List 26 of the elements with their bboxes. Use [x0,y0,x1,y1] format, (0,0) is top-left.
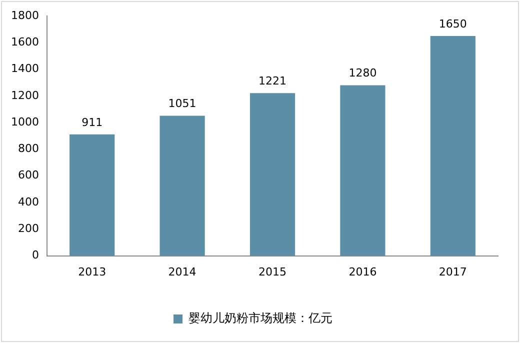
x-tick-label: 2014 [168,265,196,278]
y-tick-label: 200 [18,222,39,236]
y-tick-label: 600 [18,168,39,182]
bar [430,36,476,256]
bar [160,116,205,256]
bar [70,134,115,256]
data-label: 911 [82,116,103,129]
bar [340,85,386,256]
data-label: 1280 [348,66,377,80]
y-tick-label: 1400 [10,62,39,76]
bar [250,93,296,256]
y-tick-label: 1000 [10,115,39,128]
x-tick-label: 2015 [258,265,286,278]
legend-label: 婴幼儿奶粉市场规模：亿元 [188,311,332,326]
y-tick-label: 1200 [10,88,39,102]
y-tick-label: 0 [32,248,39,262]
y-tick-label: 1600 [10,36,39,49]
data-label: 1051 [168,97,196,110]
y-tick-label: 1800 [10,8,39,22]
y-tick-label: 400 [18,195,39,208]
x-tick-label: 2016 [348,265,377,278]
x-tick-label: 2017 [438,265,467,278]
data-label: 1221 [258,74,286,88]
data-label: 1650 [438,17,467,30]
y-tick-label: 800 [18,142,39,156]
x-tick-label: 2013 [78,265,106,278]
